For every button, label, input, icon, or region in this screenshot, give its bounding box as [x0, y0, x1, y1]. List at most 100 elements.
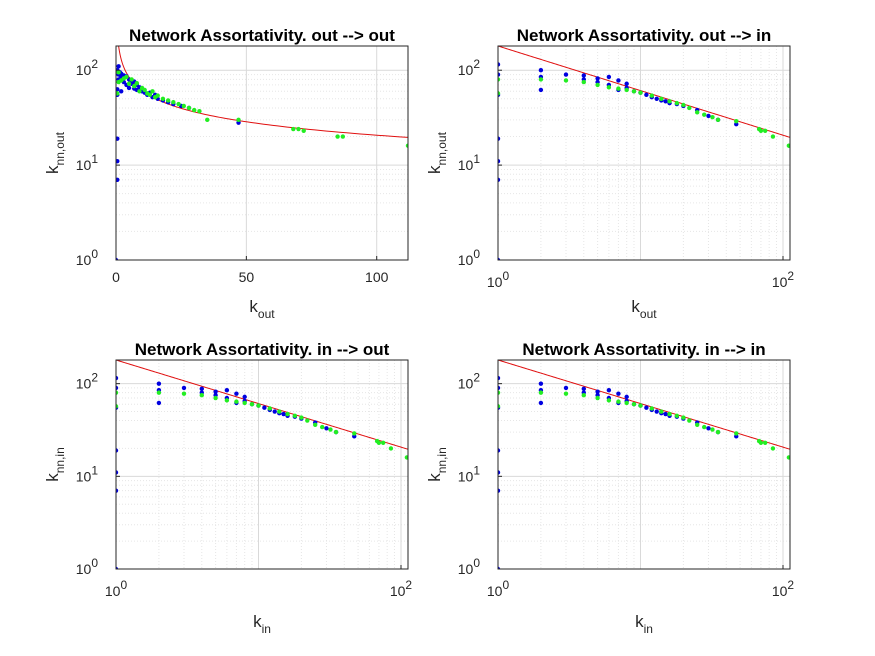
y-tick-exponent: 2: [473, 57, 480, 71]
data-point-blue: [157, 381, 161, 385]
data-point-green: [650, 406, 654, 410]
y-tick-base: 10: [76, 62, 92, 78]
data-point-green: [352, 431, 356, 435]
x-label-subscript: out: [640, 307, 657, 321]
x-tick-base: 10: [487, 274, 503, 290]
chart-title: Network Assortativity. out --> in: [517, 26, 772, 45]
data-point-green: [638, 403, 642, 407]
y-tick-base: 10: [76, 376, 92, 392]
data-point-green: [650, 93, 654, 97]
x-tick-label: 50: [239, 269, 255, 285]
data-point-green: [197, 109, 201, 113]
data-point-green: [129, 77, 133, 81]
data-point-green: [234, 399, 238, 403]
data-point-green: [161, 97, 165, 101]
data-point-blue: [539, 68, 543, 72]
x-label-subscript: out: [258, 307, 275, 321]
data-point-green: [675, 414, 679, 418]
y-label-subscript: nn,in: [435, 447, 449, 473]
data-point-green: [632, 89, 636, 93]
data-point-green: [296, 127, 300, 131]
data-point-green: [716, 430, 720, 434]
data-point-green: [176, 102, 180, 106]
data-point-green: [205, 118, 209, 122]
y-tick-base: 10: [458, 62, 474, 78]
data-point-green: [291, 127, 295, 131]
x-label-subscript: in: [644, 622, 653, 636]
y-tick-base: 10: [458, 376, 474, 392]
y-tick-base: 10: [458, 157, 474, 173]
chart-title: Network Assortativity. in --> in: [522, 340, 765, 359]
data-point-green: [624, 401, 628, 405]
x-tick-base: 10: [105, 583, 121, 599]
data-point-green: [687, 418, 691, 422]
data-point-blue: [607, 388, 611, 392]
data-point-green: [313, 423, 317, 427]
data-point-green: [236, 118, 240, 122]
data-point-green: [595, 396, 599, 400]
data-point-green: [734, 119, 738, 123]
data-point-blue: [663, 99, 667, 103]
x-tick-exponent: 2: [405, 578, 412, 592]
x-tick-exponent: 0: [120, 578, 127, 592]
x-tick-base: 10: [390, 583, 406, 599]
y-tick-base: 10: [76, 252, 92, 268]
data-point-green: [116, 70, 120, 74]
data-point-green: [763, 129, 767, 133]
y-tick-exponent: 1: [91, 152, 98, 166]
data-point-green: [759, 441, 763, 445]
y-tick-base: 10: [458, 561, 474, 577]
data-point-green: [389, 446, 393, 450]
data-point-blue: [127, 86, 131, 90]
data-point-green: [302, 129, 306, 133]
x-tick-base: 10: [772, 274, 788, 290]
data-point-blue: [242, 395, 246, 399]
y-tick-exponent: 2: [91, 371, 98, 385]
data-point-green: [293, 414, 297, 418]
y-tick-base: 10: [76, 468, 92, 484]
data-point-green: [334, 430, 338, 434]
y-tick-base: 10: [458, 252, 474, 268]
x-tick-label: 100: [365, 269, 389, 285]
data-point-blue: [564, 72, 568, 76]
data-point-green: [710, 115, 714, 119]
data-point-green: [150, 89, 154, 93]
data-point-blue: [616, 391, 620, 395]
data-point-green: [681, 415, 685, 419]
data-point-green: [256, 403, 260, 407]
y-label-subscript: nn,in: [53, 447, 67, 473]
data-point-blue: [539, 401, 543, 405]
data-point-green: [539, 390, 543, 394]
data-point-blue: [116, 64, 120, 68]
data-point-green: [632, 402, 636, 406]
x-tick-exponent: 0: [502, 578, 509, 592]
y-tick-base: 10: [76, 157, 92, 173]
y-tick-exponent: 2: [91, 57, 98, 71]
data-point-green: [268, 406, 272, 410]
data-point-green: [667, 99, 671, 103]
data-point-blue: [324, 426, 328, 430]
data-point-green: [595, 83, 599, 87]
data-point-green: [135, 81, 139, 85]
data-point-blue: [119, 89, 123, 93]
data-point-blue: [564, 386, 568, 390]
data-point-blue: [281, 412, 285, 416]
data-point-blue: [582, 73, 586, 77]
data-point-green: [564, 391, 568, 395]
data-point-green: [582, 80, 586, 84]
data-point-green: [277, 409, 281, 413]
data-point-green: [607, 398, 611, 402]
data-point-green: [225, 398, 229, 402]
data-point-green: [242, 401, 246, 405]
data-point-green: [192, 108, 196, 112]
y-label-subscript: nn,out: [435, 131, 449, 165]
x-tick-exponent: 2: [787, 269, 794, 283]
data-point-green: [624, 88, 628, 92]
data-point-green: [771, 446, 775, 450]
y-tick-exponent: 1: [473, 463, 480, 477]
data-point-blue: [582, 387, 586, 391]
data-point-blue: [706, 426, 710, 430]
data-point-green: [687, 106, 691, 110]
x-tick-exponent: 0: [502, 269, 509, 283]
data-point-green: [142, 88, 146, 92]
